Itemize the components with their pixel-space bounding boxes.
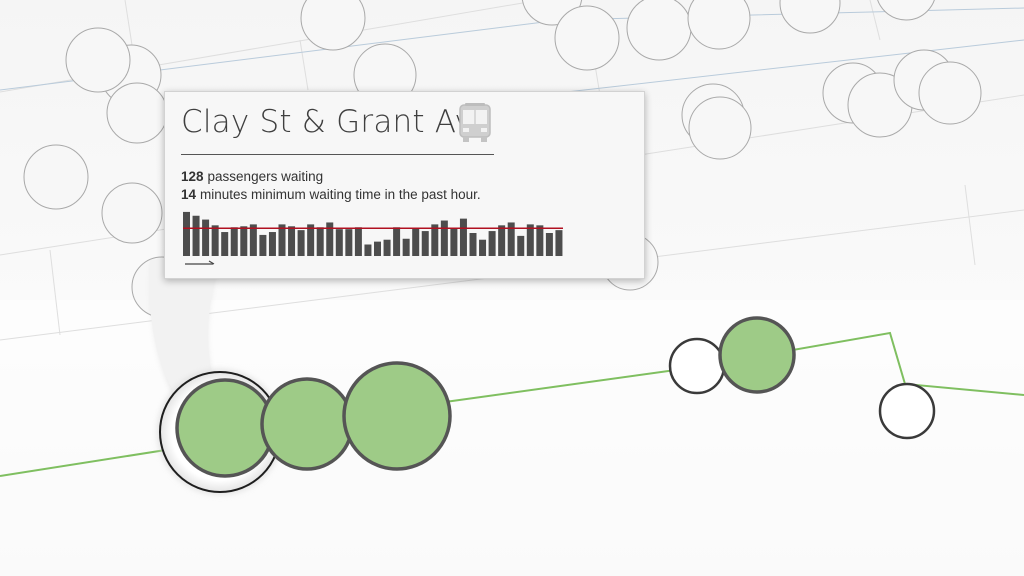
histogram-bar bbox=[249, 224, 257, 257]
histogram-bar bbox=[555, 230, 563, 257]
histogram-bar bbox=[278, 224, 286, 257]
histogram-bars bbox=[183, 211, 563, 257]
histogram-bar bbox=[268, 232, 276, 256]
histogram-bar bbox=[450, 228, 458, 256]
histogram-bar bbox=[421, 231, 429, 256]
histogram-bar bbox=[440, 220, 448, 256]
passengers-label: passengers waiting bbox=[207, 169, 324, 184]
stop-marker[interactable] bbox=[342, 361, 452, 471]
stop-marker[interactable] bbox=[260, 377, 354, 471]
histogram-bar bbox=[316, 227, 324, 256]
histogram-bar bbox=[297, 230, 305, 257]
title-divider bbox=[181, 154, 494, 155]
histogram-bar bbox=[431, 224, 439, 257]
histogram-bar bbox=[517, 235, 525, 257]
bus-icon bbox=[459, 103, 491, 142]
stop-marker-empty[interactable] bbox=[668, 337, 726, 395]
histogram-bar bbox=[192, 215, 200, 256]
histogram-bar bbox=[536, 225, 544, 256]
histogram-bar bbox=[202, 219, 210, 256]
waiting-histogram bbox=[183, 211, 563, 265]
histogram-bar bbox=[488, 231, 496, 256]
histogram-bar bbox=[545, 233, 553, 256]
histogram-bar bbox=[211, 225, 219, 256]
histogram-bar bbox=[183, 211, 190, 256]
waiting-time-stat: 14 minutes minimum waiting time in the pa… bbox=[181, 187, 481, 202]
histogram-bar bbox=[326, 222, 334, 256]
passengers-waiting-stat: 128 passengers waiting bbox=[181, 169, 323, 184]
stop-name: Clay St & Grant Ave bbox=[181, 104, 493, 140]
passengers-count: 128 bbox=[181, 169, 204, 184]
stop-clay-grant[interactable] bbox=[175, 378, 275, 478]
histogram-bar bbox=[354, 227, 362, 256]
histogram-bar bbox=[402, 238, 410, 256]
wait-label: minutes minimum waiting time in the past… bbox=[200, 187, 481, 202]
stop-marker[interactable] bbox=[718, 316, 796, 394]
histogram-bar bbox=[507, 222, 515, 256]
histogram-bar bbox=[383, 239, 391, 256]
stop-marker-empty[interactable] bbox=[878, 382, 936, 440]
arrow-right-icon bbox=[185, 260, 215, 265]
histogram-bar bbox=[526, 224, 534, 257]
wait-minutes: 14 bbox=[181, 187, 197, 202]
histogram-bar bbox=[345, 229, 353, 256]
histogram-bar bbox=[288, 226, 296, 256]
histogram-bar bbox=[230, 227, 238, 256]
histogram-bar bbox=[459, 218, 467, 257]
histogram-bar bbox=[374, 241, 381, 257]
histogram-bar bbox=[335, 229, 343, 256]
histogram-bar bbox=[240, 226, 248, 256]
histogram-bar bbox=[307, 224, 315, 257]
histogram-bar bbox=[479, 239, 487, 256]
histogram-bar bbox=[259, 234, 267, 256]
histogram-bar bbox=[221, 232, 229, 256]
histogram-bar bbox=[469, 233, 477, 256]
histogram-bar bbox=[412, 228, 420, 256]
histogram-bar bbox=[364, 244, 372, 256]
stop-info-tooltip: Clay St & Grant Ave 128 passengers waitin… bbox=[164, 91, 645, 279]
histogram-bar bbox=[498, 225, 506, 256]
histogram-bar bbox=[393, 227, 401, 256]
